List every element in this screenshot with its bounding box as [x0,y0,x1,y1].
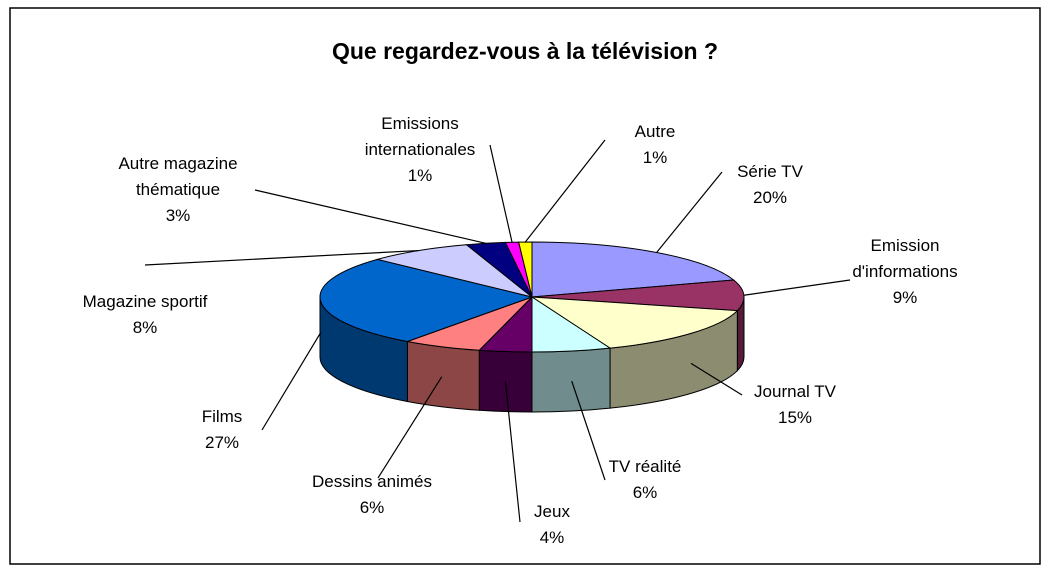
slice-label: Journal TV 15% [740,379,850,431]
slice-label: Emissions internationales 1% [345,111,495,189]
slice-label: Magazine sportif 8% [55,289,235,341]
slice-side [531,347,611,413]
leader-line [524,139,606,243]
value-label: 8% [132,318,158,337]
slice [375,244,533,298]
leader-line [690,362,743,396]
category-label: Autre [634,122,676,141]
leader-line [254,189,486,244]
leader-line [261,331,322,431]
value-label: 4% [539,528,565,547]
leader-line [489,144,513,243]
leader-line [743,279,851,296]
slice-label: TV réalité 6% [595,454,695,506]
slice [319,258,534,343]
slice-label: Films 27% [192,404,252,456]
slice [531,241,735,298]
category-label: Emission d'informations [852,236,958,281]
value-label: 1% [642,148,668,167]
value-label: 9% [892,288,918,307]
slice [530,296,739,349]
value-label: 6% [632,483,658,502]
leader-line [656,171,723,253]
slice [518,241,533,298]
category-label: Jeux [534,502,570,521]
value-label: 6% [359,498,385,517]
slice-side [478,349,533,413]
value-label: 3% [165,206,191,225]
chart-title: Que regardez-vous à la télévision ? [331,38,718,64]
category-label: Films [201,407,243,426]
category-label: Magazine sportif [82,292,208,311]
slice-side [406,340,480,411]
category-label: Dessins animés [312,472,432,491]
category-label: Autre magazine thématique [118,154,238,199]
category-label: Emissions internationales [364,114,476,159]
slice-label: Autre magazine thématique 3% [88,151,268,229]
slice-label: Autre 1% [625,119,685,171]
category-label: Série TV [737,162,803,181]
value-label: 27% [204,433,240,452]
slice-label: Série TV 20% [715,159,825,211]
value-label: 15% [777,408,813,427]
leader-line [504,381,521,523]
category-label: Journal TV [754,382,836,401]
leader-line [571,380,606,481]
slice-label: Jeux 4% [522,499,582,551]
slice-label: Dessins animés 6% [282,469,462,521]
value-label: 20% [752,188,788,207]
category-label: TV réalité [608,457,682,476]
leader-line [144,249,419,266]
leader-line [377,376,443,479]
value-label: 1% [407,166,433,185]
slice-label: Emission d'informations 9% [835,233,975,311]
